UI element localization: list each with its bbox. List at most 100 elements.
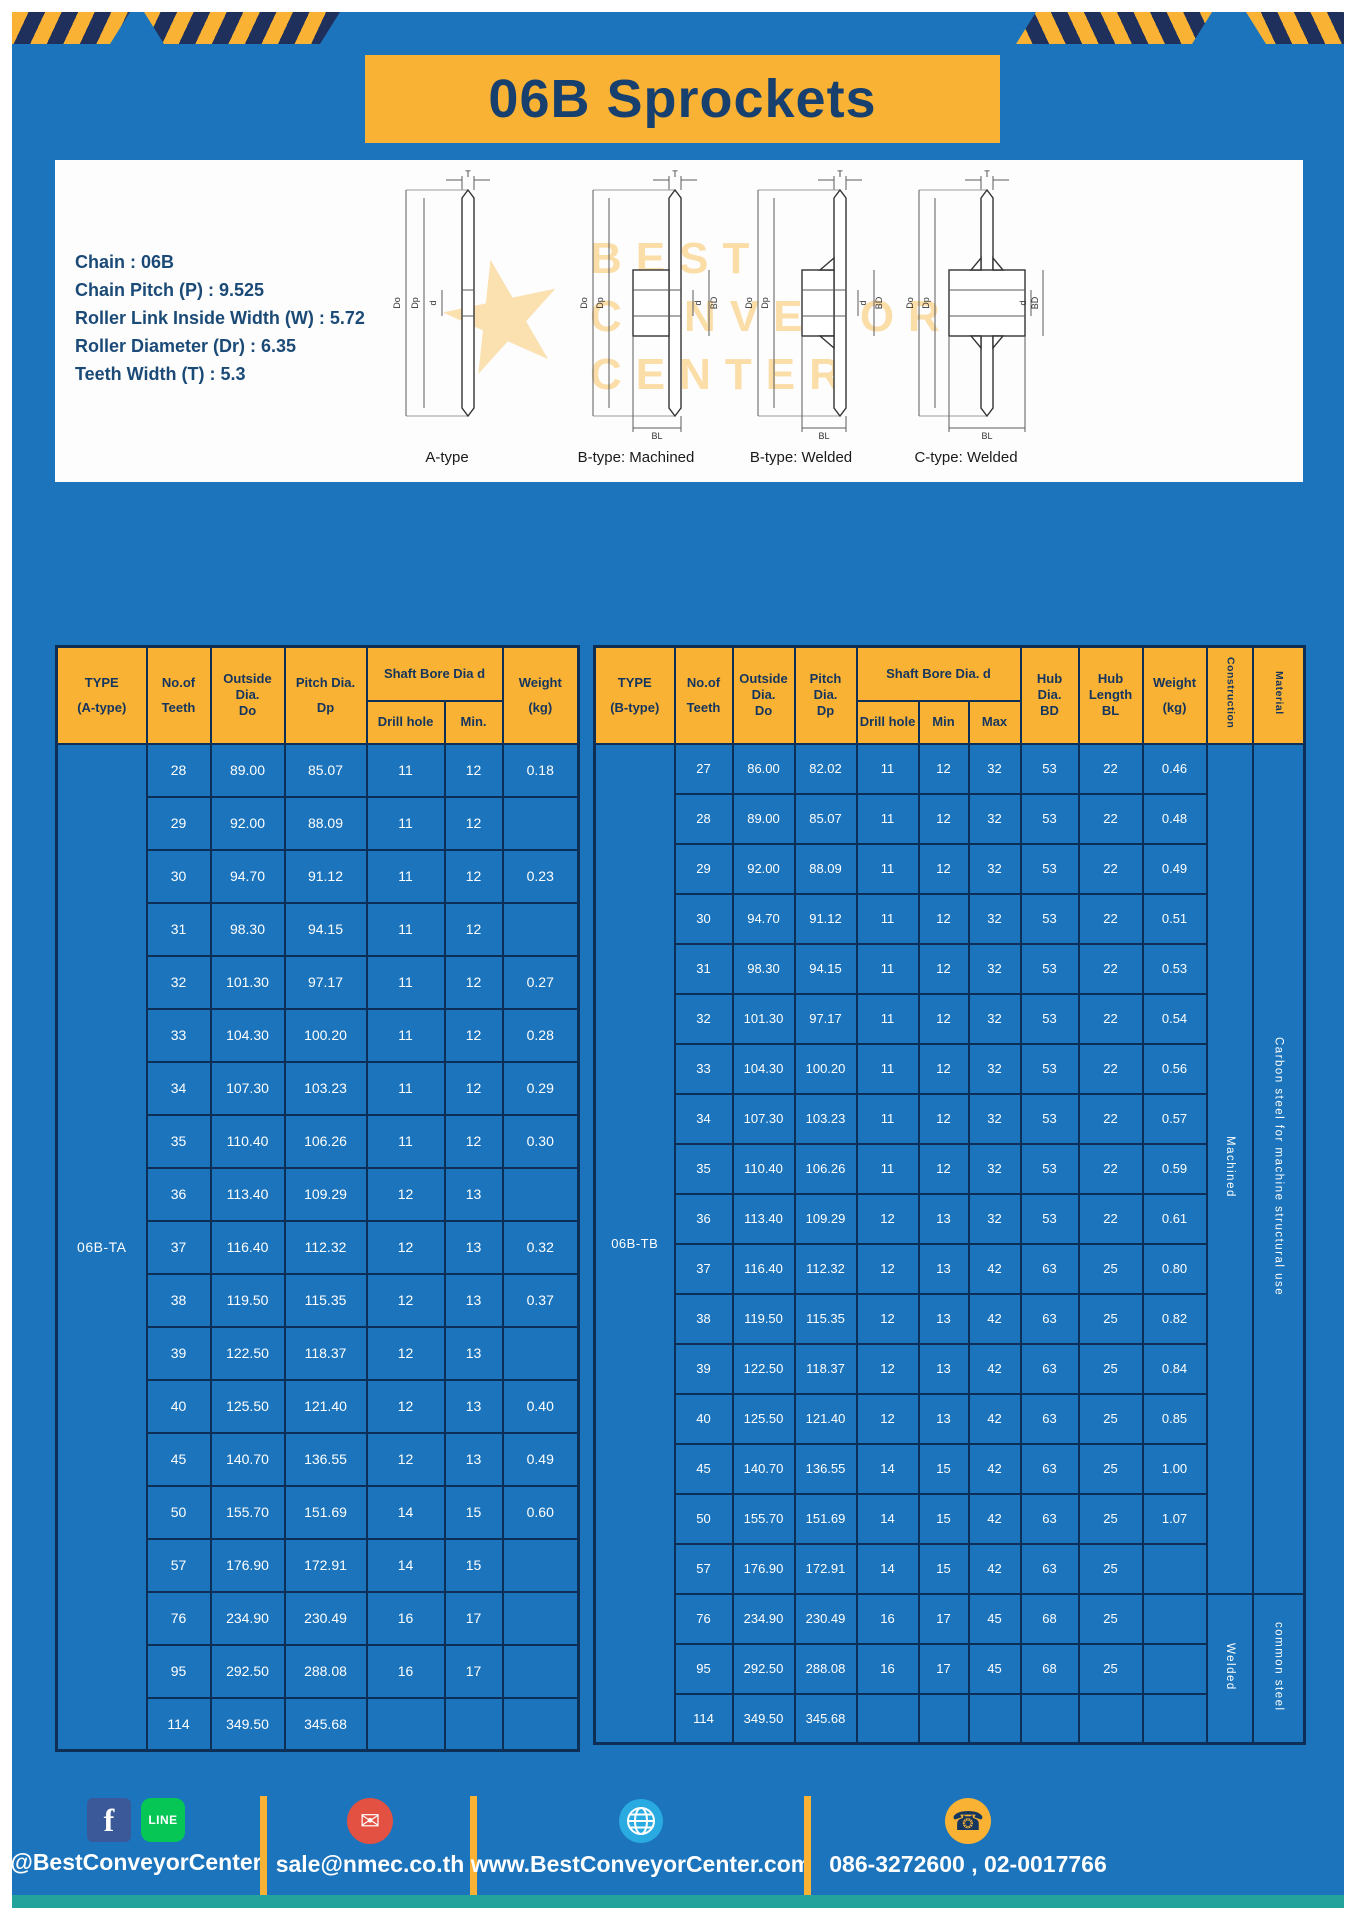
col-header-weight: Weight (kg) [501, 645, 580, 745]
table-cell: 89.00 [209, 742, 286, 798]
phone-numbers[interactable]: 086-3272600 , 02-0017766 [829, 1851, 1107, 1877]
footer-email[interactable]: ✉ sale@nmec.co.th [275, 1798, 465, 1878]
table-cell: 0.80 [1141, 1242, 1208, 1295]
spec-line-roller-width: Roller Link Inside Width (W) : 5.72 [75, 308, 365, 328]
svg-text:Do: Do [579, 297, 589, 309]
table-cell: 97.17 [283, 954, 368, 1010]
table-cell: 12 [443, 848, 504, 904]
facebook-icon[interactable]: f [87, 1798, 131, 1842]
footer-social[interactable]: f LINE @BestConveyorCenter [10, 1798, 262, 1876]
line-app-icon[interactable]: LINE [141, 1798, 185, 1842]
table-cell [501, 901, 580, 957]
table-cell: 13 [917, 1242, 970, 1295]
footer-website[interactable]: www.BestConveyorCenter.com [471, 1798, 811, 1878]
col-header-outside-dia: Outside Dia. Do [209, 645, 286, 745]
table-cell: 0.85 [1141, 1392, 1208, 1445]
table-cell: 151.69 [283, 1484, 368, 1540]
table-cell: 17 [917, 1592, 970, 1645]
table-cell: 116.40 [731, 1242, 796, 1295]
table-cell [443, 1696, 504, 1752]
table-cell: 11 [855, 742, 920, 795]
table-cell: 0.56 [1141, 1042, 1208, 1095]
table-cell: 63 [1019, 1442, 1080, 1495]
social-handle[interactable]: @BestConveyorCenter [10, 1849, 262, 1875]
table-b-body: 06B-TB 27 86.00 82.02 11 12 32 53 22 0.46 Machined… [593, 742, 1306, 1745]
svg-text:Dp: Dp [921, 297, 931, 309]
table-cell: 112.32 [793, 1242, 858, 1295]
table-cell: 33 [145, 1007, 212, 1063]
table-cell: 53 [1019, 1042, 1080, 1095]
col-header-drill-hole: Drill hole [855, 699, 920, 745]
table-cell: 121.40 [283, 1378, 368, 1434]
table-cell: 109.29 [283, 1166, 368, 1222]
table-cell: 11 [855, 992, 920, 1045]
table-cell: 292.50 [731, 1642, 796, 1695]
table-cell: 0.84 [1141, 1342, 1208, 1395]
table-cell: 115.35 [793, 1292, 858, 1345]
col-header-weight: Weight (kg) [1141, 645, 1208, 745]
table-cell: 92.00 [209, 795, 286, 851]
table-cell: 12 [917, 792, 970, 845]
table-cell: 110.40 [209, 1113, 286, 1169]
diagram-b-type-machined: T Do Dp d BD BL B-type: [551, 169, 721, 466]
table-cell: 0.48 [1141, 792, 1208, 845]
table-cell: 88.09 [793, 842, 858, 895]
table-cell: 12 [365, 1272, 446, 1328]
globe-icon[interactable] [618, 1798, 664, 1844]
table-cell: 0.23 [501, 848, 580, 904]
table-cell: 1.07 [1141, 1492, 1208, 1545]
table-row: 50 155.70 151.69 14 15 42 63 25 1.07 [595, 1492, 1305, 1545]
table-cell: 45 [967, 1642, 1022, 1695]
table-cell: 0.37 [501, 1272, 580, 1328]
table-cell: 0.49 [1141, 842, 1208, 895]
table-cell: 22 [1077, 1092, 1144, 1145]
table-row: 29 92.00 88.09 11 12 32 53 22 0.49 [595, 842, 1305, 895]
table-cell: 12 [917, 942, 970, 995]
table-cell: 37 [145, 1219, 212, 1275]
table-cell: 25 [1077, 1292, 1144, 1345]
table-cell: 100.20 [793, 1042, 858, 1095]
table-row: 50 155.70 151.69 14 15 0.60 [57, 1484, 580, 1540]
construction-cell: Welded [1205, 1592, 1254, 1745]
diagram-c-type-welded: T Do Dp d BD [881, 169, 1051, 466]
email-icon[interactable]: ✉ [347, 1798, 393, 1844]
table-cell: 12 [917, 892, 970, 945]
email-address[interactable]: sale@nmec.co.th [275, 1851, 465, 1877]
table-cell: 11 [365, 1007, 446, 1063]
table-cell: 0.59 [1141, 1142, 1208, 1195]
website-url[interactable]: www.BestConveyorCenter.com [470, 1851, 812, 1877]
bottom-accent-bar [12, 1895, 1344, 1908]
table-b-wrapper: TYPE (B-type) No.of Teeth Outside Dia. Do Pi… [593, 645, 1307, 1745]
diagram-caption: A-type [425, 449, 469, 466]
table-cell [1141, 1692, 1208, 1745]
phone-icon[interactable]: ☎ [945, 1798, 991, 1844]
table-cell: 25 [1077, 1642, 1144, 1695]
table-cell: 136.55 [793, 1442, 858, 1495]
table-cell: 63 [1019, 1392, 1080, 1445]
table-cell: 288.08 [793, 1642, 858, 1695]
table-cell: 15 [443, 1484, 504, 1540]
table-cell: 12 [443, 954, 504, 1010]
table-cell: 15 [917, 1442, 970, 1495]
table-cell: 122.50 [209, 1325, 286, 1381]
table-cell: 25 [1077, 1342, 1144, 1395]
table-cell: 32 [967, 1192, 1022, 1245]
type-label: 06B-TA [55, 742, 148, 1752]
table-row: 31 98.30 94.15 11 12 32 53 22 0.53 [595, 942, 1305, 995]
table-cell: 42 [967, 1242, 1022, 1295]
table-cell: 12 [855, 1292, 920, 1345]
table-cell: 16 [855, 1592, 920, 1645]
table-cell: 12 [917, 742, 970, 795]
table-row: 36 113.40 109.29 12 13 [57, 1166, 580, 1222]
table-cell: 63 [1019, 1342, 1080, 1395]
table-cell: 0.28 [501, 1007, 580, 1063]
table-cell: 36 [673, 1192, 734, 1245]
table-row: 76 234.90 230.49 16 17 45 68 25 Welded common ste… [595, 1592, 1306, 1745]
table-cell: 0.27 [501, 954, 580, 1010]
table-cell: 155.70 [209, 1484, 286, 1540]
footer-phone[interactable]: ☎ 086-3272600 , 02-0017766 [818, 1798, 1118, 1878]
table-cell [1019, 1692, 1080, 1745]
table-cell: 98.30 [731, 942, 796, 995]
table-cell: 11 [855, 1142, 920, 1195]
table-cell: 11 [855, 1092, 920, 1145]
